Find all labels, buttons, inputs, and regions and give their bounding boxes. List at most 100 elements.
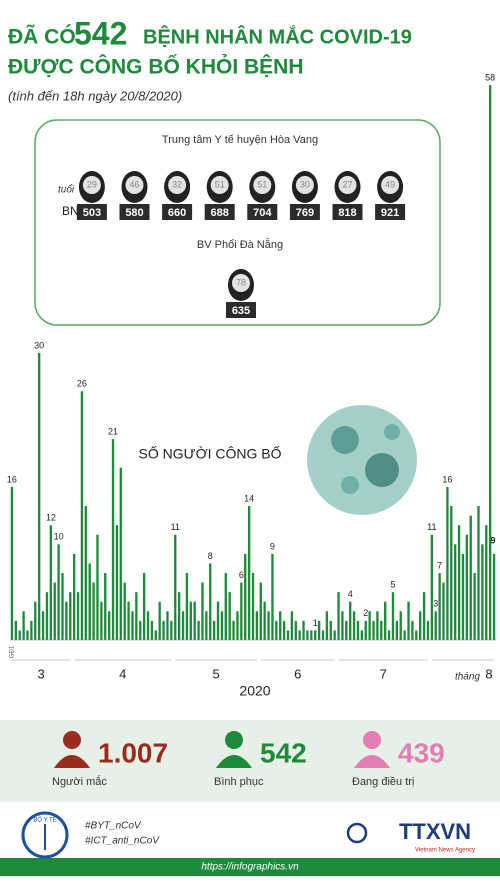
value-label: 16 xyxy=(442,474,452,484)
bar xyxy=(189,601,192,640)
bar xyxy=(185,573,189,640)
bar xyxy=(259,582,262,640)
bar xyxy=(34,601,37,640)
value-label: 16 xyxy=(7,474,17,484)
bar xyxy=(411,620,414,640)
bar xyxy=(337,592,340,640)
bar xyxy=(84,506,87,640)
id-box xyxy=(332,204,363,220)
value-label: 11 xyxy=(427,522,436,532)
bar xyxy=(438,573,441,640)
bar xyxy=(461,553,465,640)
value-label: 9 xyxy=(491,535,496,545)
bar xyxy=(422,592,426,640)
month-label: 6 xyxy=(294,666,301,681)
footer-bar xyxy=(0,858,500,876)
bar xyxy=(275,620,278,640)
bar xyxy=(415,630,418,640)
bar xyxy=(364,620,367,640)
patient-id: 921 xyxy=(381,207,399,219)
bar xyxy=(26,630,29,640)
face xyxy=(253,176,272,194)
bar xyxy=(302,620,305,640)
face xyxy=(338,176,357,194)
bar xyxy=(142,573,146,640)
bar xyxy=(30,620,33,640)
bar xyxy=(127,601,130,640)
face xyxy=(210,176,229,194)
value-label: 58 xyxy=(485,72,495,82)
tag: #BYT_nCoV xyxy=(85,821,142,832)
bar xyxy=(61,573,64,640)
value-label: 11 xyxy=(171,522,180,532)
value-label: 26 xyxy=(77,379,87,389)
value-label: 4 xyxy=(348,589,353,599)
bar xyxy=(119,467,122,640)
age: 32 xyxy=(172,179,182,189)
face xyxy=(381,176,400,194)
bar xyxy=(247,506,251,640)
face xyxy=(232,274,250,292)
bar xyxy=(279,611,282,640)
age: 27 xyxy=(342,179,352,189)
bar xyxy=(321,630,325,640)
patient-id: 503 xyxy=(83,207,101,219)
bar xyxy=(92,582,95,640)
bar xyxy=(282,620,286,640)
stat-value: 1.007 xyxy=(98,737,168,768)
value-label: 5 xyxy=(390,580,395,590)
bar xyxy=(14,620,17,640)
bar xyxy=(244,553,247,640)
id-label: BN xyxy=(62,204,79,218)
bar xyxy=(271,553,274,640)
value-label: 6 xyxy=(239,570,244,580)
value-label: 14 xyxy=(244,493,254,503)
bar xyxy=(115,525,119,640)
bar xyxy=(290,611,294,640)
age: 46 xyxy=(129,179,139,189)
bar xyxy=(53,582,56,640)
bar xyxy=(387,630,391,640)
bar xyxy=(216,601,220,640)
agency: TTXVN xyxy=(399,819,471,844)
bar xyxy=(205,611,208,640)
age: 51 xyxy=(257,179,267,189)
year: 2020 xyxy=(239,683,270,699)
id-box xyxy=(247,204,278,220)
bar xyxy=(481,544,484,640)
bar xyxy=(450,506,453,640)
bar xyxy=(177,592,181,640)
bar xyxy=(170,620,173,640)
bar xyxy=(489,85,492,640)
id-box xyxy=(375,204,406,220)
value-label: 2 xyxy=(363,608,368,618)
subtitle: (tính đến 18h ngày 20/8/2020) xyxy=(8,88,182,103)
bar xyxy=(310,630,313,640)
value-label: 7 xyxy=(437,560,442,570)
bar xyxy=(201,582,204,640)
value-label: 8 xyxy=(208,551,213,561)
value-label: 12 xyxy=(46,513,56,523)
bar xyxy=(65,601,68,640)
month-label: 8 xyxy=(485,666,492,681)
bar xyxy=(317,620,321,640)
bar xyxy=(356,620,360,640)
bar xyxy=(228,592,231,640)
bar xyxy=(37,352,41,640)
bar xyxy=(376,611,379,640)
bar xyxy=(146,611,150,640)
age: 78 xyxy=(236,277,246,287)
bar xyxy=(10,486,14,640)
bar xyxy=(407,601,410,640)
bar xyxy=(345,620,348,640)
bar xyxy=(294,620,297,640)
patient-id: 688 xyxy=(211,207,229,219)
patient-id: 580 xyxy=(125,207,143,219)
agency-sub: Vietnam News Agency xyxy=(415,848,475,854)
patient-id: 769 xyxy=(296,207,314,219)
bar xyxy=(298,630,301,640)
age: 49 xyxy=(385,179,395,189)
id-box xyxy=(119,204,150,220)
patient-id: 660 xyxy=(168,207,186,219)
bar xyxy=(18,630,21,640)
